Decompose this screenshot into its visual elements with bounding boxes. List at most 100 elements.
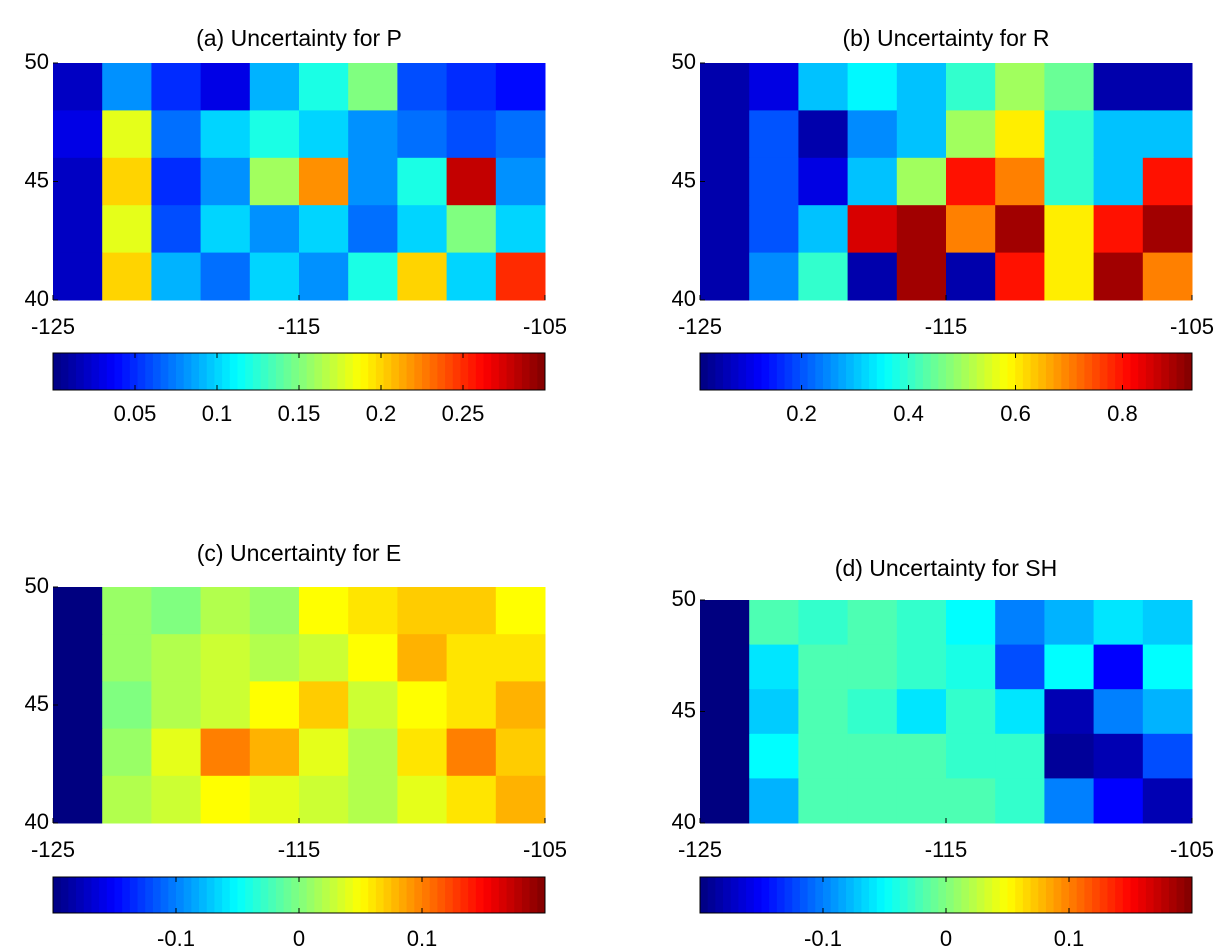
colorbar-swatch xyxy=(129,877,139,913)
colorbar-swatch xyxy=(892,877,901,913)
heat-cell xyxy=(102,63,152,111)
colorbar-swatch xyxy=(846,877,855,913)
colorbar-swatch xyxy=(1007,877,1016,913)
colorbar-frame xyxy=(699,352,1193,391)
heat-cell xyxy=(1093,110,1144,159)
colorbar-swatch xyxy=(53,353,62,390)
colorbar-swatch xyxy=(1176,877,1185,913)
colorbar-swatch xyxy=(1030,877,1039,913)
colorbar-swatch xyxy=(776,353,786,390)
colorbar-swatch xyxy=(252,353,262,390)
x-tick-label: -115 xyxy=(925,837,967,862)
colorbar-swatch xyxy=(784,877,793,913)
colorbar-swatch xyxy=(1168,877,1178,913)
colorbar-swatch xyxy=(268,877,277,913)
heat-cell xyxy=(299,587,349,635)
colorbar-swatch xyxy=(521,353,531,390)
heat-cell xyxy=(946,205,996,254)
heat-cell xyxy=(102,681,152,730)
colorbar-swatch xyxy=(498,353,508,390)
heat-cell xyxy=(1093,252,1144,301)
heat-cell xyxy=(397,587,448,635)
colorbar-swatch xyxy=(853,353,862,390)
colorbar-swatch xyxy=(414,353,423,390)
colorbar-swatch xyxy=(1122,353,1131,390)
colorbar-swatch xyxy=(1076,877,1085,913)
colorbar-swatch xyxy=(738,353,747,390)
heat-cell xyxy=(1093,689,1144,735)
colorbar-swatch xyxy=(398,353,408,390)
heat-cell xyxy=(446,157,497,206)
colorbar-swatch xyxy=(91,877,100,913)
heat-cell xyxy=(53,634,103,682)
colorbar-swatch xyxy=(191,353,200,390)
colorbar-swatch xyxy=(792,877,801,913)
colorbar-swatch xyxy=(391,353,400,390)
colorbar-swatch xyxy=(283,353,292,390)
colorbar-swatch xyxy=(414,877,423,913)
colorbar-swatch xyxy=(1099,353,1108,390)
colorbar-swatch xyxy=(700,877,709,913)
colorbar-swatch xyxy=(1145,877,1155,913)
colorbar-swatch xyxy=(1176,353,1185,390)
colorbar-swatch xyxy=(846,353,855,390)
heat-cell xyxy=(151,728,202,777)
colorbar-swatch xyxy=(68,877,77,913)
colorbar-swatch xyxy=(992,877,1001,913)
colorbar-swatch xyxy=(322,353,331,390)
colorbar-swatch xyxy=(306,877,315,913)
colorbar-swatch xyxy=(322,877,331,913)
heat-cell xyxy=(200,110,251,159)
heat-cell xyxy=(1142,63,1193,111)
heat-cell xyxy=(700,157,750,206)
colorbar-swatch xyxy=(91,353,100,390)
colorbar-swatch xyxy=(514,877,523,913)
heat-cell xyxy=(299,634,349,682)
colorbar-swatch xyxy=(715,353,724,390)
heat-cell xyxy=(1093,778,1144,824)
heat-cell xyxy=(749,778,799,824)
colorbar-tick-label: 0.6 xyxy=(1000,401,1031,426)
colorbar-swatch xyxy=(1168,353,1178,390)
colorbar-swatch xyxy=(222,877,231,913)
colorbar-swatch xyxy=(237,877,246,913)
colorbar-swatch xyxy=(861,877,870,913)
heat-cell xyxy=(946,733,996,779)
heat-cell xyxy=(1142,778,1193,824)
heat-cell xyxy=(749,252,799,301)
colorbar-swatch xyxy=(1153,353,1162,390)
colorbar-tick-label: 0 xyxy=(940,926,952,951)
colorbar-swatch xyxy=(830,353,839,390)
heat-cell xyxy=(847,63,898,111)
heat-cell xyxy=(798,63,849,111)
colorbar-swatch xyxy=(1153,877,1162,913)
colorbar-swatch xyxy=(1107,353,1116,390)
heat-cell xyxy=(249,775,300,824)
heat-cell xyxy=(946,63,996,111)
colorbar-swatch xyxy=(738,877,747,913)
heat-cell xyxy=(348,587,398,635)
panel: (c) Uncertainty for E 40 45 50 -125 -115 -105 -… xyxy=(25,540,568,951)
heat-cell xyxy=(1044,157,1095,206)
panel: (b) Uncertainty for R 40 45 50 -125 -115 -105 0… xyxy=(672,25,1215,426)
colorbar-swatch xyxy=(114,877,123,913)
colorbar-swatch xyxy=(360,353,369,390)
colorbar-swatch xyxy=(53,877,62,913)
heat-cell xyxy=(397,634,448,682)
colorbar-swatch xyxy=(907,353,916,390)
colorbar-swatch xyxy=(1122,877,1131,913)
heat-cell xyxy=(1044,205,1095,254)
heat-cell xyxy=(495,110,546,159)
heat-cell xyxy=(896,157,947,206)
colorbar-swatch xyxy=(137,877,146,913)
heat-cell xyxy=(299,775,349,824)
colorbar-swatch xyxy=(1038,353,1047,390)
heat-cell xyxy=(348,775,398,824)
colorbar-swatch xyxy=(1069,877,1078,913)
heat-cell xyxy=(700,252,750,301)
colorbar-swatch xyxy=(160,353,169,390)
colorbar-swatch xyxy=(915,353,924,390)
y-tick-label: 50 xyxy=(672,586,696,611)
colorbar-swatch xyxy=(329,877,338,913)
heat-cell xyxy=(1093,157,1144,206)
